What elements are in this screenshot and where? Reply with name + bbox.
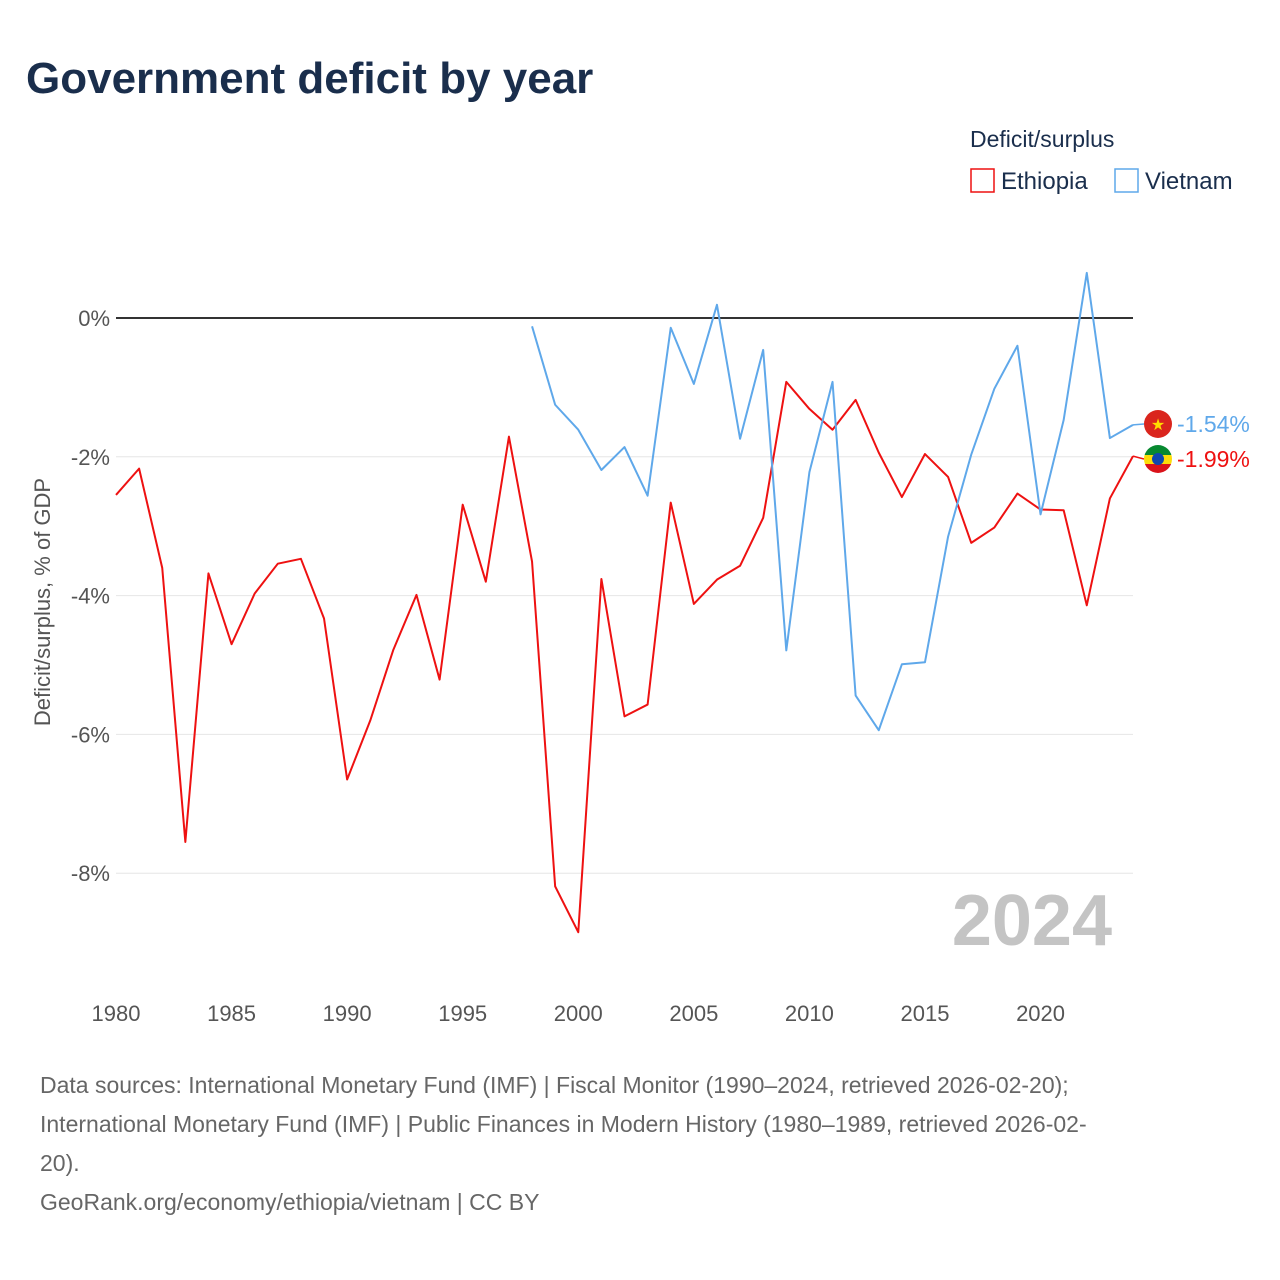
y-axis-label: Deficit/surplus, % of GDP xyxy=(30,478,55,726)
flag-green xyxy=(1144,445,1172,455)
legend-item-ethiopia[interactable]: Ethiopia xyxy=(970,168,1088,195)
legend-swatch-vietnam xyxy=(1114,168,1139,193)
flag-red xyxy=(1144,464,1172,473)
star-icon: ★ xyxy=(1151,417,1165,434)
end-value-label-vietnam: -1.54% xyxy=(1177,411,1250,437)
y-tick-label: -4% xyxy=(71,584,110,609)
x-tick-label: 1990 xyxy=(323,1001,372,1026)
source-line-1: Data sources: International Monetary Fun… xyxy=(40,1072,1069,1098)
chart-title: Government deficit by year xyxy=(26,54,593,103)
source-line-3: 20). xyxy=(40,1150,80,1176)
legend-label-ethiopia: Ethiopia xyxy=(1001,168,1088,195)
x-tick-label: 2000 xyxy=(554,1001,603,1026)
legend-title: Deficit/surplus xyxy=(970,126,1114,152)
source-line-2: International Monetary Fund (IMF) | Publ… xyxy=(40,1111,1087,1137)
y-tick-label: -6% xyxy=(71,722,110,747)
y-tick-label: 0% xyxy=(78,306,110,331)
y-tick-label: -8% xyxy=(71,861,110,886)
label-connector xyxy=(1132,455,1145,460)
year-watermark: 2024 xyxy=(952,881,1112,961)
x-tick-label: 2015 xyxy=(901,1001,950,1026)
source-link[interactable]: GeoRank.org/economy/ethiopia/vietnam | C… xyxy=(40,1189,539,1215)
label-connector xyxy=(1132,423,1145,426)
x-tick-label: 1995 xyxy=(438,1001,487,1026)
ethiopia-flag xyxy=(1144,445,1172,473)
legend-item-vietnam[interactable]: Vietnam xyxy=(1114,168,1233,195)
x-tick-label: 2020 xyxy=(1016,1001,1065,1026)
flag-stripes xyxy=(1144,445,1172,473)
x-tick-label: 2010 xyxy=(785,1001,834,1026)
flag-circle xyxy=(1144,410,1172,438)
flag-emblem xyxy=(1152,453,1164,465)
x-tick-label: 1985 xyxy=(207,1001,256,1026)
x-tick-label: 2005 xyxy=(669,1001,718,1026)
end-value-label-ethiopia: -1.99% xyxy=(1177,446,1250,472)
y-tick-label: -2% xyxy=(71,445,110,470)
vietnam-flag: ★ xyxy=(1144,410,1172,438)
series-line-ethiopia xyxy=(115,380,1134,934)
series-line-vietnam xyxy=(531,271,1134,732)
legend-swatch-ethiopia xyxy=(970,168,995,193)
x-tick-label: 1980 xyxy=(92,1001,141,1026)
legend-label-vietnam: Vietnam xyxy=(1145,168,1233,195)
